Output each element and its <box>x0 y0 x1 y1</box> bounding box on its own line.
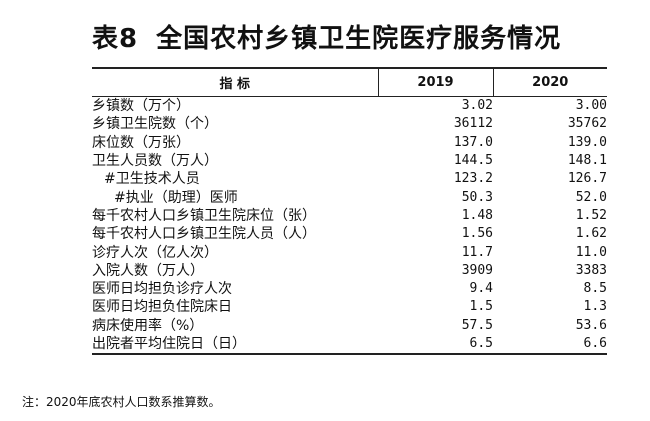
header-2019: 2019 <box>377 67 494 97</box>
table-body: 乡镇数（万个） 3.02 3.00 乡镇卫生院数（个） 36112 35762 … <box>92 97 607 356</box>
value-2020: 126.7 <box>567 171 607 187</box>
table-row: 乡镇数（万个） 3.02 3.00 <box>92 97 607 116</box>
row-label: 每千农村人口乡镇卫生院床位（张） <box>92 207 316 224</box>
value-2020: 3.00 <box>575 98 607 114</box>
value-2020: 8.5 <box>583 281 607 297</box>
value-2020: 3383 <box>575 262 607 278</box>
value-2019: 3.02 <box>461 98 493 114</box>
page-title: 表8 全国农村乡镇卫生院医疗服务情况 <box>92 18 561 55</box>
table-row: 出院者平均住院日（日） 6.5 6.6 <box>92 334 607 356</box>
table-row: 诊疗人次（亿人次） 11.7 11.0 <box>92 243 607 261</box>
table-title: 全国农村乡镇卫生院医疗服务情况 <box>156 24 562 54</box>
value-2020: 148.1 <box>567 153 607 169</box>
row-label: 乡镇数（万个） <box>92 98 190 115</box>
value-2019: 1.48 <box>461 207 493 223</box>
table-row: 入院人数（万人） 3909 3383 <box>92 262 607 280</box>
row-label: 乡镇卫生院数（个） <box>92 116 218 133</box>
value-2019: 137.0 <box>453 134 493 150</box>
table-row: 医师日均担负住院床日 1.5 1.3 <box>92 298 607 316</box>
row-label: 医师日均担负诊疗人次 <box>92 281 232 298</box>
value-2019: 1.5 <box>469 299 493 315</box>
value-2020: 139.0 <box>567 134 607 150</box>
value-2020: 11.0 <box>575 244 607 260</box>
table-row: 床位数（万张） 137.0 139.0 <box>92 134 607 152</box>
value-2020: 6.6 <box>493 334 607 356</box>
table-row: 乡镇卫生院数（个） 36112 35762 <box>92 115 607 133</box>
header-indicator: 指 标 <box>92 67 378 97</box>
value-2019: 57.5 <box>461 317 493 333</box>
header-row: 指 标 2019 2020 <box>92 67 607 97</box>
table-row: 卫生人员数（万人） 144.5 148.1 <box>92 152 607 170</box>
value-2019: 6.5 <box>378 334 493 356</box>
value-2020: 53.6 <box>575 317 607 333</box>
value-2020: 1.52 <box>575 207 607 223</box>
table-row: #执业（助理）医师 50.3 52.0 <box>92 188 607 206</box>
table-row: 每千农村人口乡镇卫生院人员（人） 1.56 1.62 <box>92 225 607 243</box>
value-2020: 35762 <box>567 116 607 132</box>
value-2019: 1.56 <box>461 226 493 242</box>
table-header: 指 标 2019 2020 <box>92 67 607 97</box>
row-label: #执业（助理）医师 <box>114 189 238 206</box>
value-2019: 144.5 <box>453 153 493 169</box>
value-2019: 11.7 <box>461 244 493 260</box>
value-2019: 3909 <box>461 262 493 278</box>
value-2020: 1.3 <box>583 299 607 315</box>
table-row: 病床使用率（%） 57.5 53.6 <box>92 317 607 335</box>
value-2019: 9.4 <box>469 281 493 297</box>
value-2019: 50.3 <box>461 189 493 205</box>
row-label: 出院者平均住院日（日） <box>92 334 378 356</box>
table-row: #卫生技术人员 123.2 126.7 <box>92 170 607 188</box>
table-row: 每千农村人口乡镇卫生院床位（张） 1.48 1.52 <box>92 207 607 225</box>
table-number: 表8 <box>92 24 139 54</box>
row-label: #卫生技术人员 <box>104 171 200 188</box>
row-label: 医师日均担负住院床日 <box>92 299 232 316</box>
value-2019: 123.2 <box>453 171 493 187</box>
table-row: 医师日均担负诊疗人次 9.4 8.5 <box>92 280 607 298</box>
value-2020: 1.62 <box>575 226 607 242</box>
row-label: 入院人数（万人） <box>92 262 204 279</box>
value-2020: 52.0 <box>575 189 607 205</box>
value-2019: 36112 <box>453 116 493 132</box>
row-label: 诊疗人次（亿人次） <box>92 244 218 261</box>
footnote: 注：2020年底农村人口数系推算数。 <box>22 395 221 409</box>
row-label: 病床使用率（%） <box>92 317 204 334</box>
stats-table: 指 标 2019 2020 乡镇数（万个） 3.02 3.00 乡镇卫生院数（个… <box>92 67 607 356</box>
row-label: 床位数（万张） <box>92 134 190 151</box>
row-label: 每千农村人口乡镇卫生院人员（人） <box>92 226 316 243</box>
header-2020: 2020 <box>493 67 607 97</box>
row-label: 卫生人员数（万人） <box>92 153 218 170</box>
